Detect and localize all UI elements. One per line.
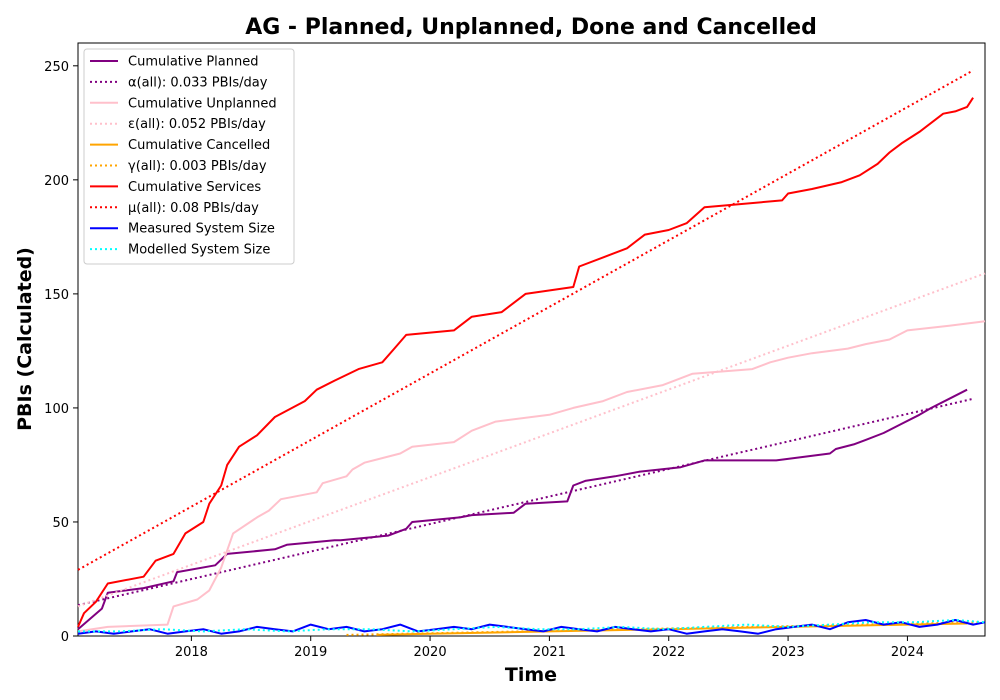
legend-box [83, 48, 295, 265]
x-tick-label: 2019 [294, 645, 327, 660]
series-line-all-0-033-pbis-day [77, 397, 974, 607]
series-line-cumulative-unplanned [77, 320, 986, 633]
y-tick-label: 250 [44, 60, 69, 75]
series-line-modelled-system-size [78, 619, 986, 633]
legend-label: Measured System Size [128, 222, 275, 237]
x-tick-label: 2023 [772, 645, 805, 660]
y-axis-label: PBIs (Calculated) [14, 247, 36, 431]
legend-label: Cumulative Unplanned [128, 96, 277, 111]
legend: Cumulative Planned α(all): 0.033 PBIs/day… [83, 48, 295, 265]
y-tick-label: 150 [44, 288, 69, 303]
legend-label: Cumulative Services [128, 180, 261, 195]
x-tick-label: 2020 [414, 645, 447, 660]
x-tick-label: 2022 [652, 645, 685, 660]
series-line-cumulative-services [77, 97, 974, 628]
legend-label: α(all): 0.033 PBIs/day [128, 75, 268, 90]
plot-frame [77, 42, 986, 637]
legend-label: Cumulative Planned [128, 55, 258, 70]
series-layer [77, 69, 986, 636]
series-line-measured-system-size [77, 619, 986, 635]
x-tick-label: 2021 [533, 645, 566, 660]
series-line-all-0-052-pbis-day [77, 272, 986, 608]
series-line-all-0-08-pbis-day [77, 69, 974, 571]
legend-label: ε(all): 0.052 PBIs/day [128, 117, 266, 132]
legend-label: γ(all): 0.003 PBIs/day [128, 159, 267, 174]
y-tick-label: 50 [52, 516, 69, 531]
x-tick-label: 2024 [891, 645, 924, 660]
y-axis: 0 50 100 150 200 250 [44, 60, 78, 645]
x-tick-label: 2018 [175, 645, 208, 660]
legend-label: μ(all): 0.08 PBIs/day [128, 201, 259, 216]
chart-title: AG - Planned, Unplanned, Done and Cancel… [245, 15, 817, 40]
legend-label: Modelled System Size [128, 243, 270, 258]
y-tick-label: 100 [44, 402, 69, 417]
y-tick-label: 200 [44, 174, 69, 189]
x-axis: 2018 2019 2020 2021 2022 2023 2024 [175, 636, 924, 660]
legend-label: Cumulative Cancelled [128, 138, 270, 153]
series-line-cumulative-planned [77, 388, 968, 630]
x-axis-label: Time [505, 664, 557, 686]
y-tick-label: 0 [61, 630, 69, 645]
